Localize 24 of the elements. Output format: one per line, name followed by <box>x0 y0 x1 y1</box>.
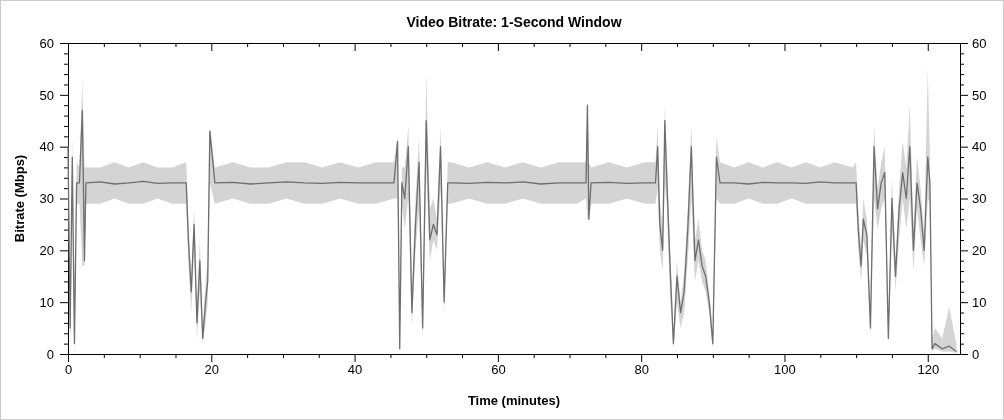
y-tick-label: 20 <box>39 242 54 258</box>
x-tick-label: 40 <box>347 362 363 378</box>
y2-tick-label: 50 <box>972 87 987 103</box>
y2-tick-label: 60 <box>972 35 987 51</box>
y2-tick-label: 10 <box>972 294 987 310</box>
y-tick-label: 50 <box>39 87 54 103</box>
chart-title: Video Bitrate: 1-Second Window <box>406 14 622 30</box>
y-tick-label: 30 <box>39 191 54 207</box>
x-tick-label: 20 <box>204 362 220 378</box>
x-tick-label: 120 <box>917 362 940 378</box>
y2-tick-label: 30 <box>972 191 987 207</box>
x-tick-label: 60 <box>491 362 506 378</box>
x-tick-label: 100 <box>774 362 796 378</box>
x-tick-label: 0 <box>64 362 73 378</box>
x-axis-title: Time (minutes) <box>467 393 561 408</box>
y-tick-label: 60 <box>39 35 54 51</box>
y2-tick-label: 20 <box>972 242 987 258</box>
y-axis-title: Bitrate (Mbps) <box>12 154 27 243</box>
y2-tick-label: 0 <box>972 346 980 362</box>
y2-tick-label: 40 <box>972 139 987 155</box>
y-tick-label: 0 <box>46 346 54 362</box>
y-tick-label: 10 <box>39 294 54 310</box>
y-tick-label: 40 <box>39 139 54 155</box>
x-tick-label: 80 <box>634 362 649 378</box>
